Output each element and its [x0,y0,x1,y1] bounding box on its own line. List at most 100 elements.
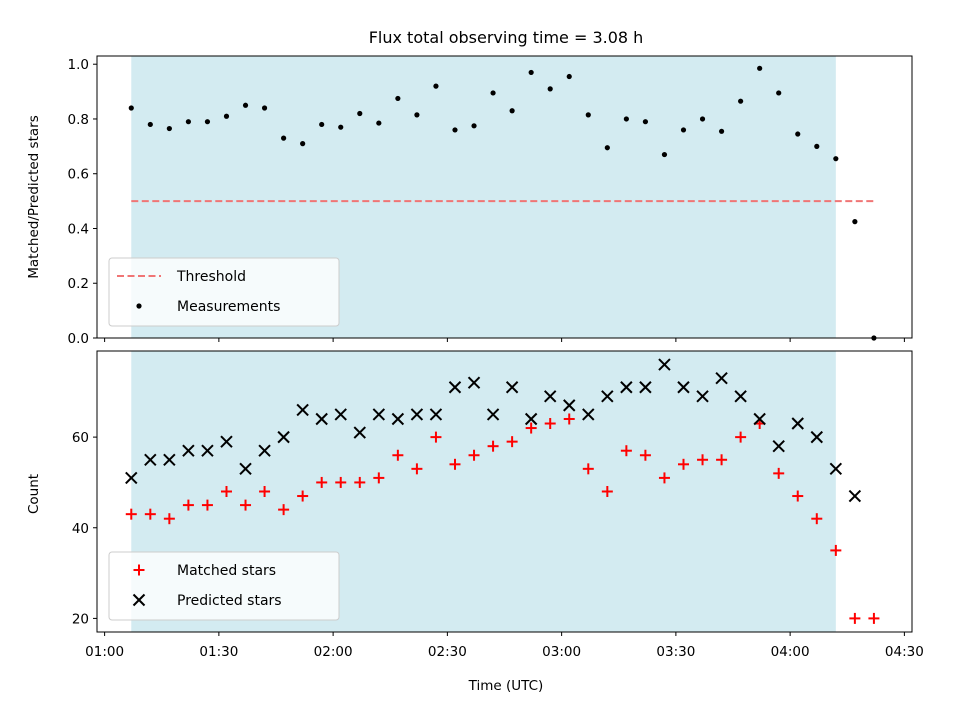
data-point [281,135,287,141]
legend-x-swatch [132,593,146,607]
data-point [429,408,443,421]
data-point [772,439,785,453]
data-point [524,412,538,426]
data-point [467,376,481,389]
data-point [433,83,439,89]
data-point [547,86,553,92]
data-point [471,123,477,129]
data-point [449,458,461,470]
data-point [623,116,629,122]
data-point [716,454,728,466]
data-point [125,471,138,485]
legend-entry: Measurements [136,299,280,315]
data-point [604,145,610,151]
data-point [544,418,556,430]
data-point [661,151,668,158]
data-point [757,65,763,71]
data-point [315,412,328,426]
data-point [814,143,820,149]
series-matched-stars [125,413,880,624]
data-point [566,73,572,80]
data-point [220,435,233,448]
data-point [490,90,496,96]
data-point [639,381,652,394]
data-point [391,412,405,426]
data-point [277,430,290,444]
legend-box [108,257,340,327]
data-point [509,108,515,114]
x-tick-label: 04:30 [885,644,924,660]
data-point [201,499,213,511]
legend-label: Measurements [177,299,280,315]
data-point [125,508,137,520]
data-point [354,476,366,488]
data-point [563,399,576,412]
data-point [582,408,595,421]
panel-1: 20 40 60 01:00 01:30 02:00 02:30 03:00 03:30 04:0… [72,350,924,660]
legend: Threshold Measurements [108,257,340,327]
data-point [601,390,614,403]
legend: Matched stars Predicted stars [108,551,340,621]
data-point [448,381,462,394]
data-point [430,431,442,443]
data-point [776,90,782,96]
legend-dot-swatch [136,303,142,309]
data-point [220,486,232,497]
data-point [528,69,534,76]
data-point [353,426,366,439]
data-point [411,463,423,475]
data-point [297,490,309,502]
data-point [696,390,709,403]
data-point [486,408,500,421]
data-point [697,454,709,466]
panel-0: 0.0 0.2 0.4 0.6 0.8 1.0 Threshold Measurements [68,55,913,347]
data-point [128,105,134,111]
data-point [677,458,689,470]
data-point [335,476,347,488]
data-point [201,444,214,457]
x-axis-label: Time (UTC) [468,678,544,694]
data-point [144,453,157,466]
x-tick-label: 03:30 [656,644,695,660]
data-point [357,110,363,117]
data-point [718,128,725,134]
data-point [773,467,785,479]
data-point [505,381,519,394]
data-point [414,112,420,118]
data-point [334,408,347,421]
series-predicted-stars [125,358,862,503]
data-point [319,121,325,128]
data-point [338,124,344,130]
data-point [182,444,195,457]
x-tick-label: 02:00 [314,644,353,660]
data-point [543,390,557,403]
data-point [601,486,613,497]
x-tick-label: 03:00 [542,644,581,660]
data-point [639,449,651,461]
data-point [296,403,309,417]
top-y-axis-label: Matched/Predicted stars [26,115,42,278]
data-point [240,499,252,511]
axes-frame [96,55,913,339]
data-point [848,489,862,503]
data-point [163,453,176,466]
data-point [239,462,252,476]
y-tick-label: 1.0 [68,57,89,73]
data-point [185,119,192,125]
data-point [585,112,591,118]
data-point [278,504,290,516]
legend-label: Predicted stars [177,593,282,609]
data-point [658,472,670,484]
x-tick-label: 01:30 [199,644,238,660]
legend-box [108,551,340,621]
y-tick-label: 0.2 [68,276,89,292]
data-point [563,413,575,425]
y-tick-label: 0.6 [68,167,89,183]
data-point [316,476,328,488]
legend-label: Matched stars [177,563,276,579]
data-point [753,412,766,426]
data-point [163,513,175,525]
data-point [620,381,633,394]
data-point [258,444,271,457]
